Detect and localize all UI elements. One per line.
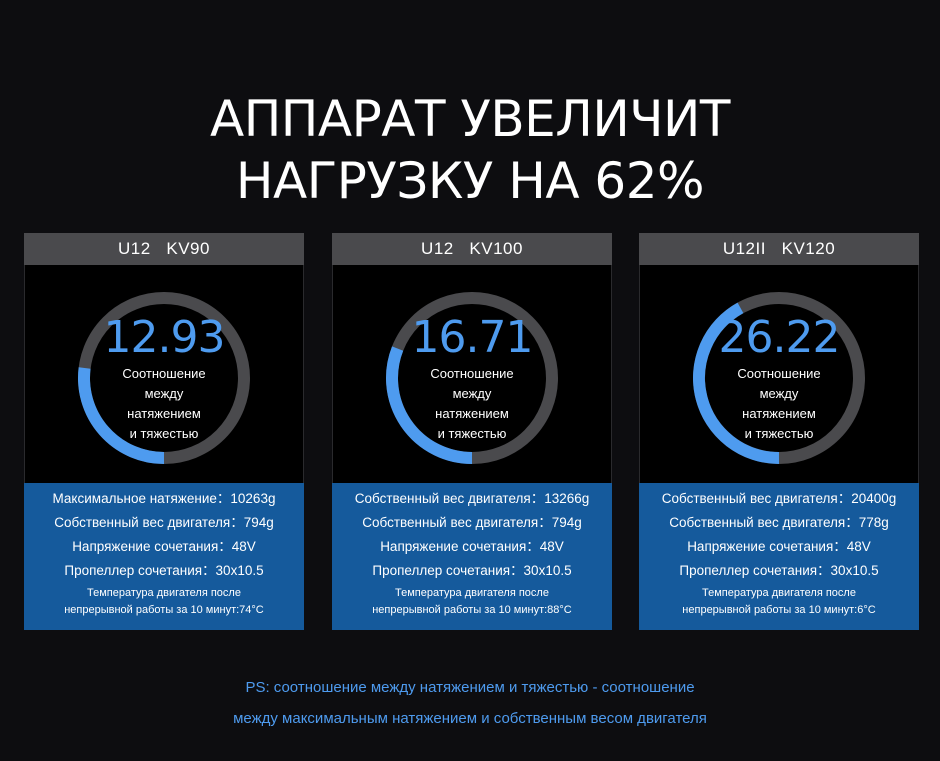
ratio-label-line: натяжением <box>435 406 509 421</box>
stat-motor-weight: Собственный вес двигателя：778g <box>669 515 889 530</box>
ring-fill-arc <box>78 367 165 464</box>
ratio-label-line: между <box>144 386 184 401</box>
stat-temperature-note: Температура двигателя после непрерывной … <box>639 585 919 619</box>
card-stats: Собственный вес двигателя：13266g Собстве… <box>332 483 612 630</box>
ratio-label-line: и тяжестью <box>437 426 507 441</box>
motor-card-u12-kv90: U12 KV90 12.93 Соотношение между натяжен… <box>24 233 304 630</box>
stat-note-line: непрерывной работы за 10 минут:88°C <box>372 604 572 616</box>
stat-voltage: Напряжение сочетания：48V <box>687 539 871 554</box>
stat-propeller: Пропеллер сочетания：30x10.5 <box>64 563 264 578</box>
ratio-label-line: и тяжестью <box>129 426 199 441</box>
ratio-ring <box>78 292 250 464</box>
stat-note-line: Температура двигателя после <box>702 587 856 599</box>
stat-note-line: Температура двигателя после <box>87 587 241 599</box>
ratio-label: Соотношение между натяжением и тяжестью <box>94 364 234 444</box>
headline: АППАРАТ УВЕЛИЧИТ НАГРУЗКУ НА 62% <box>0 88 940 212</box>
ratio-gauge: 12.93 Соотношение между натяжением и тяж… <box>72 286 256 470</box>
headline-line-1: АППАРАТ УВЕЛИЧИТ <box>210 90 730 148</box>
stat-max-thrust: Собственный вес двигателя：13266g <box>354 491 590 506</box>
stat-note-line: непрерывной работы за 10 минут:6°C <box>682 604 876 616</box>
ratio-value: 26.22 <box>718 312 841 363</box>
stat-voltage: Напряжение сочетания：48V <box>72 539 256 554</box>
stat-motor-weight: Собственный вес двигателя：794g <box>362 515 582 530</box>
ratio-label: Соотношение между натяжением и тяжестью <box>402 364 542 444</box>
ratio-ring <box>693 292 865 464</box>
stat-motor-weight: Собственный вес двигателя：794g <box>54 515 274 530</box>
ratio-label-line: Соотношение <box>122 366 206 381</box>
ratio-label-line: между <box>452 386 492 401</box>
stat-max-thrust: Максимальное натяжение：10263g <box>52 491 276 506</box>
ring-fill-arc <box>693 302 780 464</box>
ratio-value: 16.71 <box>411 312 534 363</box>
ratio-ring <box>386 292 558 464</box>
stat-temperature-note: Температура двигателя после непрерывной … <box>24 585 304 619</box>
stat-propeller: Пропеллер сочетания：30x10.5 <box>679 563 879 578</box>
ps-footnote: PS: соотношение между натяжением и тяжес… <box>0 672 940 734</box>
ps-line-1: PS: соотношение между натяжением и тяжес… <box>245 679 695 696</box>
stat-propeller: Пропеллер сочетания：30x10.5 <box>372 563 572 578</box>
ratio-label-line: и тяжестью <box>744 426 814 441</box>
ps-line-2: между максимальным натяжением и собствен… <box>233 710 707 727</box>
motor-card-u12ii-kv120: U12II KV120 26.22 Соотношение между натя… <box>639 233 919 630</box>
ring-fill-arc <box>386 346 473 464</box>
card-gauge-area: 16.71 Соотношение между натяжением и тяж… <box>332 265 612 483</box>
ratio-label: Соотношение между натяжением и тяжестью <box>709 364 849 444</box>
ratio-label-line: Соотношение <box>737 366 821 381</box>
ratio-label-line: Соотношение <box>430 366 514 381</box>
card-title: U12II KV120 <box>639 233 919 265</box>
card-stats: Собственный вес двигателя：20400g Собстве… <box>639 483 919 630</box>
stat-note-line: непрерывной работы за 10 минут:74°C <box>64 604 264 616</box>
card-stats: Максимальное натяжение：10263g Собственны… <box>24 483 304 630</box>
headline-line-2: НАГРУЗКУ НА 62% <box>235 152 705 210</box>
card-title: U12 KV100 <box>332 233 612 265</box>
card-gauge-area: 12.93 Соотношение между натяжением и тяж… <box>24 265 304 483</box>
card-gauge-area: 26.22 Соотношение между натяжением и тяж… <box>639 265 919 483</box>
ratio-label-line: натяжением <box>127 406 201 421</box>
ratio-label-line: между <box>759 386 799 401</box>
ratio-gauge: 16.71 Соотношение между натяжением и тяж… <box>380 286 564 470</box>
card-title: U12 KV90 <box>24 233 304 265</box>
motor-card-u12-kv100: U12 KV100 16.71 Соотношение между натяже… <box>332 233 612 630</box>
ratio-label-line: натяжением <box>742 406 816 421</box>
stat-temperature-note: Температура двигателя после непрерывной … <box>332 585 612 619</box>
stat-voltage: Напряжение сочетания：48V <box>380 539 564 554</box>
ratio-value: 12.93 <box>103 312 226 363</box>
stat-note-line: Температура двигателя после <box>395 587 549 599</box>
ratio-gauge: 26.22 Соотношение между натяжением и тяж… <box>687 286 871 470</box>
stat-max-thrust: Собственный вес двигателя：20400g <box>661 491 897 506</box>
